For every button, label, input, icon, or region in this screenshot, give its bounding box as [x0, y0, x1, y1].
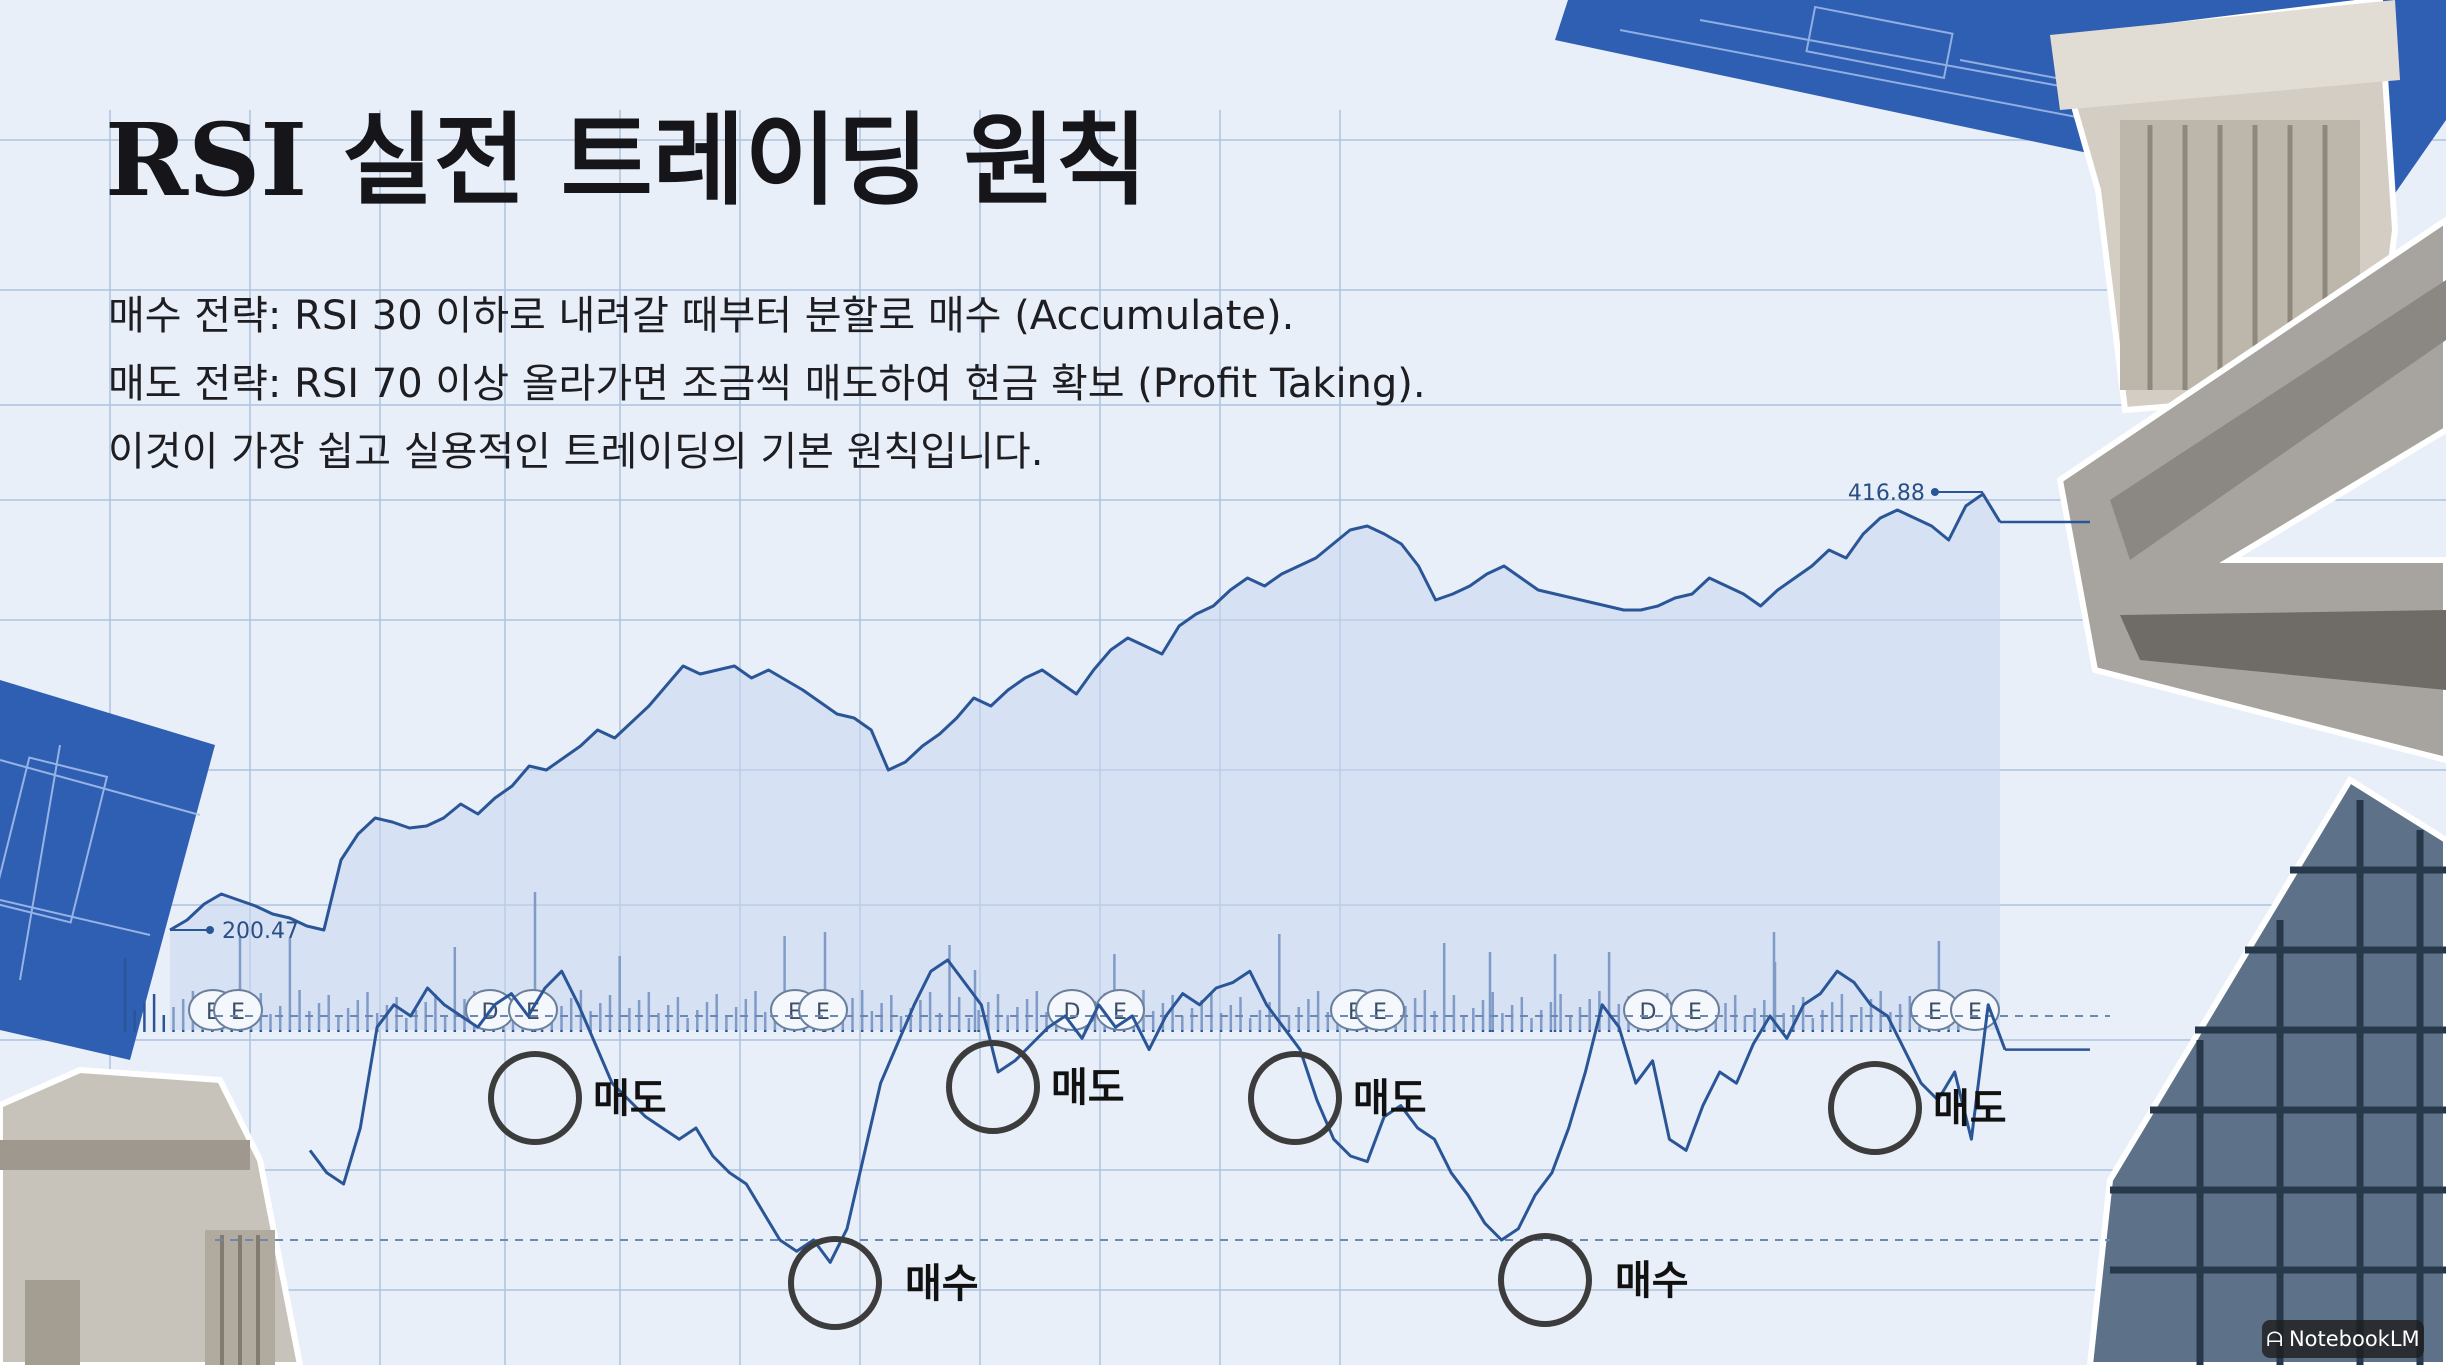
event-label: E: [526, 1000, 540, 1025]
sell-signal-label: 매도: [1353, 1076, 1427, 1122]
notebooklm-icon: ᗩ: [2266, 1327, 2283, 1351]
blueprint-left-decoration: [0, 680, 215, 1060]
event-label: E: [1688, 1000, 1702, 1025]
sell-signal-circle: [488, 1051, 582, 1145]
body-text: 매수 전략: RSI 30 이하로 내려갈 때부터 분할로 매수 (Accumu…: [108, 282, 1426, 486]
event-label: E: [816, 1000, 830, 1025]
sell-signal-label: 매도: [593, 1076, 667, 1122]
glass-building-decoration: [2086, 775, 2446, 1365]
high-price-label: 416.88: [1848, 481, 1925, 506]
column-photo-decoration: [2050, 0, 2400, 414]
event-label: E: [1373, 1000, 1387, 1025]
ruins-photo-decoration: [0, 1066, 304, 1365]
event-marker: [1355, 989, 1405, 1031]
event-label: E: [1113, 1000, 1127, 1025]
notebooklm-badge: ᗩ NotebookLM: [2262, 1320, 2424, 1358]
buy-signal-label: 매수: [905, 1261, 979, 1307]
event-label: D: [1640, 1000, 1657, 1025]
principle-line: 이것이 가장 쉽고 실용적인 트레이딩의 기본 원칙입니다.: [108, 429, 1044, 475]
watermark-text: NotebookLM: [2288, 1327, 2420, 1351]
event-marker: [213, 989, 263, 1031]
rsi-line: [308, 958, 2007, 1264]
price-chart: 200.47 416.88: [169, 481, 2090, 1030]
price-area: [170, 494, 2000, 1030]
buy-signal-circle: [788, 1236, 882, 1330]
buy-strategy-line: 매수 전략: RSI 30 이하로 내려갈 때부터 분할로 매수 (Accumu…: [108, 293, 1295, 339]
price-line: [169, 492, 2002, 932]
sell-signal-circle: [1828, 1061, 1922, 1155]
sell-signal-circle: [1248, 1051, 1342, 1145]
event-label: E: [1928, 1000, 1942, 1025]
sell-signal-label: 매도: [1933, 1086, 2007, 1132]
sell-signal-circle: [946, 1040, 1040, 1134]
page-title: RSI 실전 트레이딩 원칙: [105, 101, 1148, 219]
event-label: E: [1968, 1000, 1982, 1025]
event-marker: [798, 989, 848, 1031]
sell-strategy-line: 매도 전략: RSI 70 이상 올라가면 조금씩 매도하여 현금 확보 (Pr…: [108, 361, 1426, 407]
low-price-label: 200.47: [222, 919, 299, 944]
concrete-beam-decoration: [2056, 216, 2446, 764]
sell-signal-label: 매도: [1051, 1065, 1125, 1111]
event-marker: [1670, 989, 1720, 1031]
buy-signal-circle: [1498, 1233, 1592, 1327]
buy-signal-label: 매수: [1615, 1258, 1689, 1304]
event-label: D: [1064, 1000, 1081, 1025]
event-label: E: [231, 1000, 245, 1025]
